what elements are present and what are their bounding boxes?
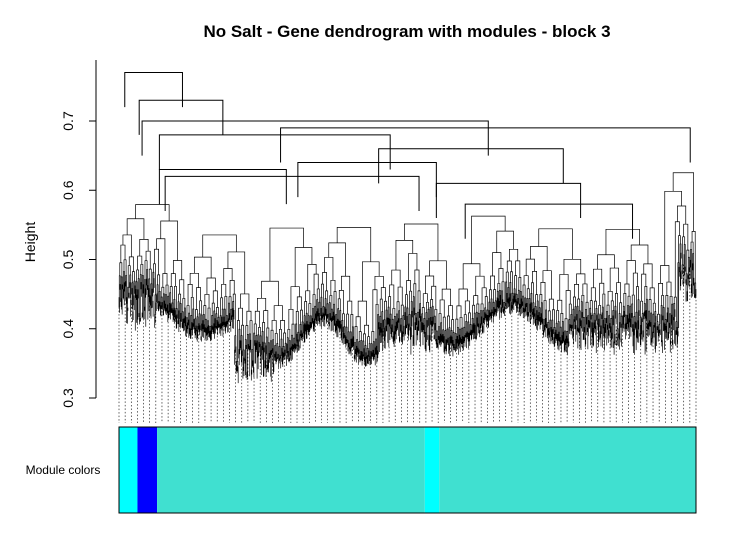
dendrogram-merge (464, 203, 634, 239)
dendrogram-branches (135, 172, 694, 282)
y-axis: 0.3 0.4 0.5 0.6 0.7 (60, 60, 97, 408)
y-tick-label: 0.5 (60, 250, 76, 270)
module-color-blue (137, 427, 158, 513)
dendrogram-merge (158, 134, 391, 170)
chart-title: No Salt - Gene dendrogram with modules -… (203, 22, 610, 41)
dendrogram-branches (223, 296, 476, 373)
y-tick-label: 0.4 (60, 319, 76, 339)
dendrogram-branches (496, 293, 623, 356)
dendrogram-merge (280, 127, 691, 163)
dendrogram-merge (164, 175, 420, 212)
module-color-cyan (119, 427, 138, 513)
module-color-band (118, 426, 697, 514)
leaf-guides (118, 264, 697, 423)
dendrogram-merge (158, 168, 287, 205)
module-color-cyan (424, 427, 440, 513)
dendrogram-merge (138, 99, 224, 135)
dendrogram-tree (118, 72, 697, 423)
module-band-border (118, 426, 697, 514)
module-color-turquoise (439, 427, 696, 513)
module-colors-label: Module colors (26, 463, 101, 477)
dendrogram-merge (141, 120, 489, 156)
dendrogram-merge (435, 182, 582, 218)
y-tick-label: 0.3 (60, 388, 76, 408)
dendrogram-merge (378, 148, 564, 184)
y-tick-label: 0.6 (60, 180, 76, 200)
y-tick-label: 0.7 (60, 111, 76, 131)
dendrogram-merge (297, 162, 437, 198)
y-axis-label: Height (22, 222, 38, 263)
dendrogram-merge (124, 72, 183, 108)
module-color-turquoise (157, 427, 425, 513)
